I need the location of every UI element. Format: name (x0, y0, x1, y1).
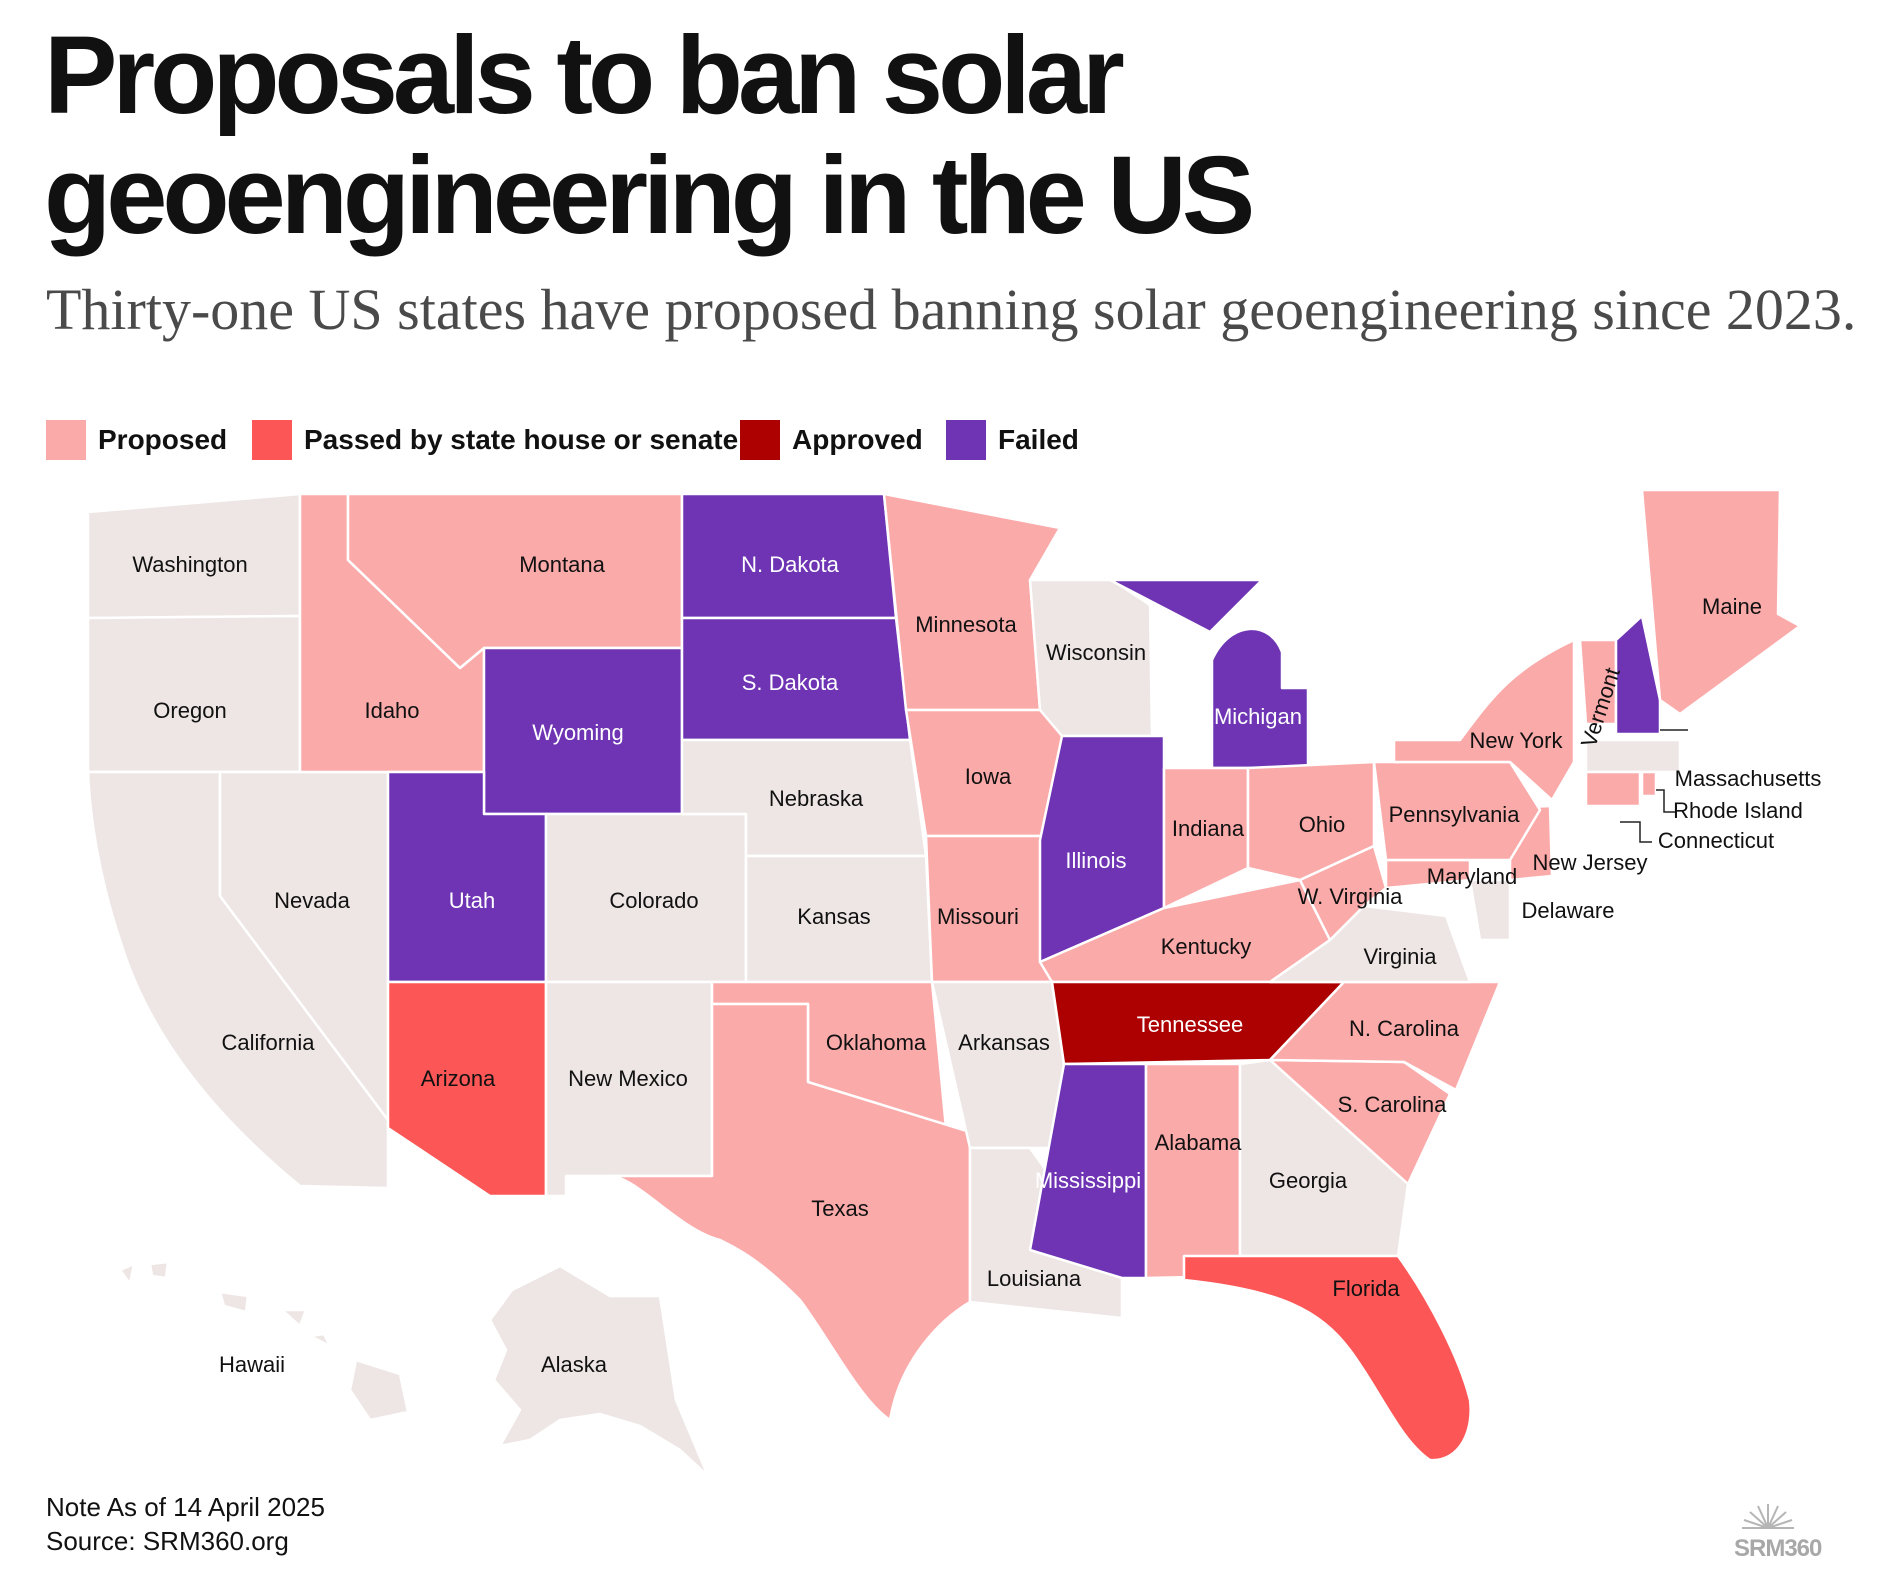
state-connecticut (1584, 770, 1642, 808)
state-label-minnesota: Minnesota (915, 612, 1017, 637)
leader-line-connecticut (1620, 821, 1652, 843)
footnote: Note As of 14 April 2025 Source: SRM360.… (46, 1490, 325, 1558)
source-text: Source: SRM360.org (46, 1526, 289, 1556)
state-label-georgia: Georgia (1269, 1168, 1348, 1193)
state-label-oregon: Oregon (153, 698, 226, 723)
state-label-washington: Washington (132, 552, 247, 577)
state-label-pennsylvania: Pennsylvania (1389, 802, 1521, 827)
state-label-nevada: Nevada (274, 888, 351, 913)
state-label-new-jersey: New Jersey (1533, 850, 1648, 875)
legend-swatch-passed (252, 420, 292, 460)
state-label-utah: Utah (449, 888, 495, 913)
state-label-oklahoma: Oklahoma (826, 1030, 927, 1055)
state-label-wyoming: Wyoming (532, 720, 624, 745)
state-label-wisconsin: Wisconsin (1046, 640, 1146, 665)
legend-swatch-approved (740, 420, 780, 460)
legend-swatch-failed (946, 420, 986, 460)
state-label-illinois: Illinois (1065, 848, 1126, 873)
us-state-map: Washington Oregon California Nevada Idaho Mon… (86, 488, 1849, 1478)
state-label-louisiana: Louisiana (987, 1266, 1082, 1291)
page-title: Proposals to ban solar geoengineering in… (44, 14, 1255, 257)
state-new-york (1392, 638, 1576, 802)
state-label-alabama: Alabama (1155, 1130, 1243, 1155)
legend-item-approved: Approved (740, 418, 923, 462)
state-label-delaware: Delaware (1522, 898, 1615, 923)
leader-line-rhode-island (1656, 789, 1676, 813)
state-hawaii (118, 1260, 410, 1422)
state-label-indiana: Indiana (1172, 816, 1245, 841)
state-label-new-york: New York (1470, 728, 1564, 753)
logo-text: SRM360 (1734, 1535, 1822, 1562)
state-label-new-mexico: New Mexico (568, 1066, 688, 1091)
state-label-maine: Maine (1702, 594, 1762, 619)
legend-item-passed: Passed by state house or senate (252, 418, 738, 462)
legend-swatch-proposed (46, 420, 86, 460)
state-label-arkansas: Arkansas (958, 1030, 1050, 1055)
state-label-mississippi: Mississippi (1035, 1168, 1141, 1193)
state-label-ohio: Ohio (1299, 812, 1345, 837)
state-label-alaska: Alaska (541, 1352, 608, 1377)
state-label-idaho: Idaho (364, 698, 419, 723)
state-label-n-carolina: N. Carolina (1349, 1016, 1460, 1041)
state-label-california: California (222, 1030, 316, 1055)
state-label-missouri: Missouri (937, 904, 1019, 929)
state-alabama (1144, 1062, 1242, 1280)
legend: Proposed Passed by state house or senate… (0, 418, 1882, 462)
note-text: Note As of 14 April 2025 (46, 1492, 325, 1522)
state-delaware (1468, 878, 1512, 942)
state-label-nebraska: Nebraska (769, 786, 864, 811)
legend-label-approved: Approved (792, 424, 923, 455)
state-arizona (386, 980, 548, 1198)
state-texas (610, 1002, 972, 1422)
state-label-texas: Texas (811, 1196, 868, 1221)
state-n-carolina (1268, 980, 1502, 1092)
state-arkansas (930, 980, 1066, 1150)
srm360-logo: SRM360 (1734, 1504, 1823, 1562)
state-mississippi (1028, 1062, 1148, 1280)
state-georgia (1238, 1058, 1410, 1258)
state-massachusetts (1584, 738, 1682, 774)
legend-item-failed: Failed (946, 418, 1079, 462)
state-alaska (488, 1264, 710, 1478)
state-oregon (86, 614, 302, 774)
state-new-hampshire (1614, 614, 1662, 736)
state-label-s-dakota: S. Dakota (742, 670, 839, 695)
state-label-rhode-island: Rhode Island (1673, 798, 1803, 823)
state-label-new-hampshire: New Hampshire (1692, 722, 1849, 747)
sunburst-icon (1742, 1504, 1794, 1529)
state-label-montana: Montana (519, 552, 605, 577)
state-label-iowa: Iowa (965, 764, 1012, 789)
state-california (86, 770, 390, 1190)
state-maine (1640, 488, 1802, 716)
state-label-massachusetts: Massachusetts (1675, 766, 1822, 791)
state-label-florida: Florida (1332, 1276, 1400, 1301)
state-label-tennessee: Tennessee (1137, 1012, 1243, 1037)
legend-label-proposed: Proposed (98, 424, 228, 455)
state-label-s-carolina: S. Carolina (1338, 1092, 1448, 1117)
state-florida (1182, 1254, 1472, 1462)
legend-item-proposed: Proposed (46, 418, 227, 462)
state-rhode-island (1640, 770, 1658, 798)
legend-label-failed: Failed (998, 424, 1079, 455)
state-virginia (1268, 904, 1472, 984)
legend-label-passed: Passed by state house or senate (304, 424, 739, 455)
state-michigan (1108, 578, 1310, 770)
state-label-hawaii: Hawaii (219, 1352, 285, 1377)
state-label-kansas: Kansas (797, 904, 870, 929)
state-label-arizona: Arizona (421, 1066, 496, 1091)
page-subtitle: Thirty-one US states have proposed banni… (46, 277, 1857, 342)
state-label-maryland: Maryland (1427, 864, 1517, 889)
state-label-n-dakota: N. Dakota (741, 552, 840, 577)
state-label-kentucky: Kentucky (1161, 934, 1252, 959)
state-label-colorado: Colorado (609, 888, 698, 913)
state-label-w-virginia: W. Virginia (1298, 884, 1404, 909)
state-label-michigan: Michigan (1214, 704, 1302, 729)
state-w-virginia (1298, 844, 1388, 942)
state-label-connecticut: Connecticut (1658, 828, 1774, 853)
state-label-virginia: Virginia (1364, 944, 1438, 969)
